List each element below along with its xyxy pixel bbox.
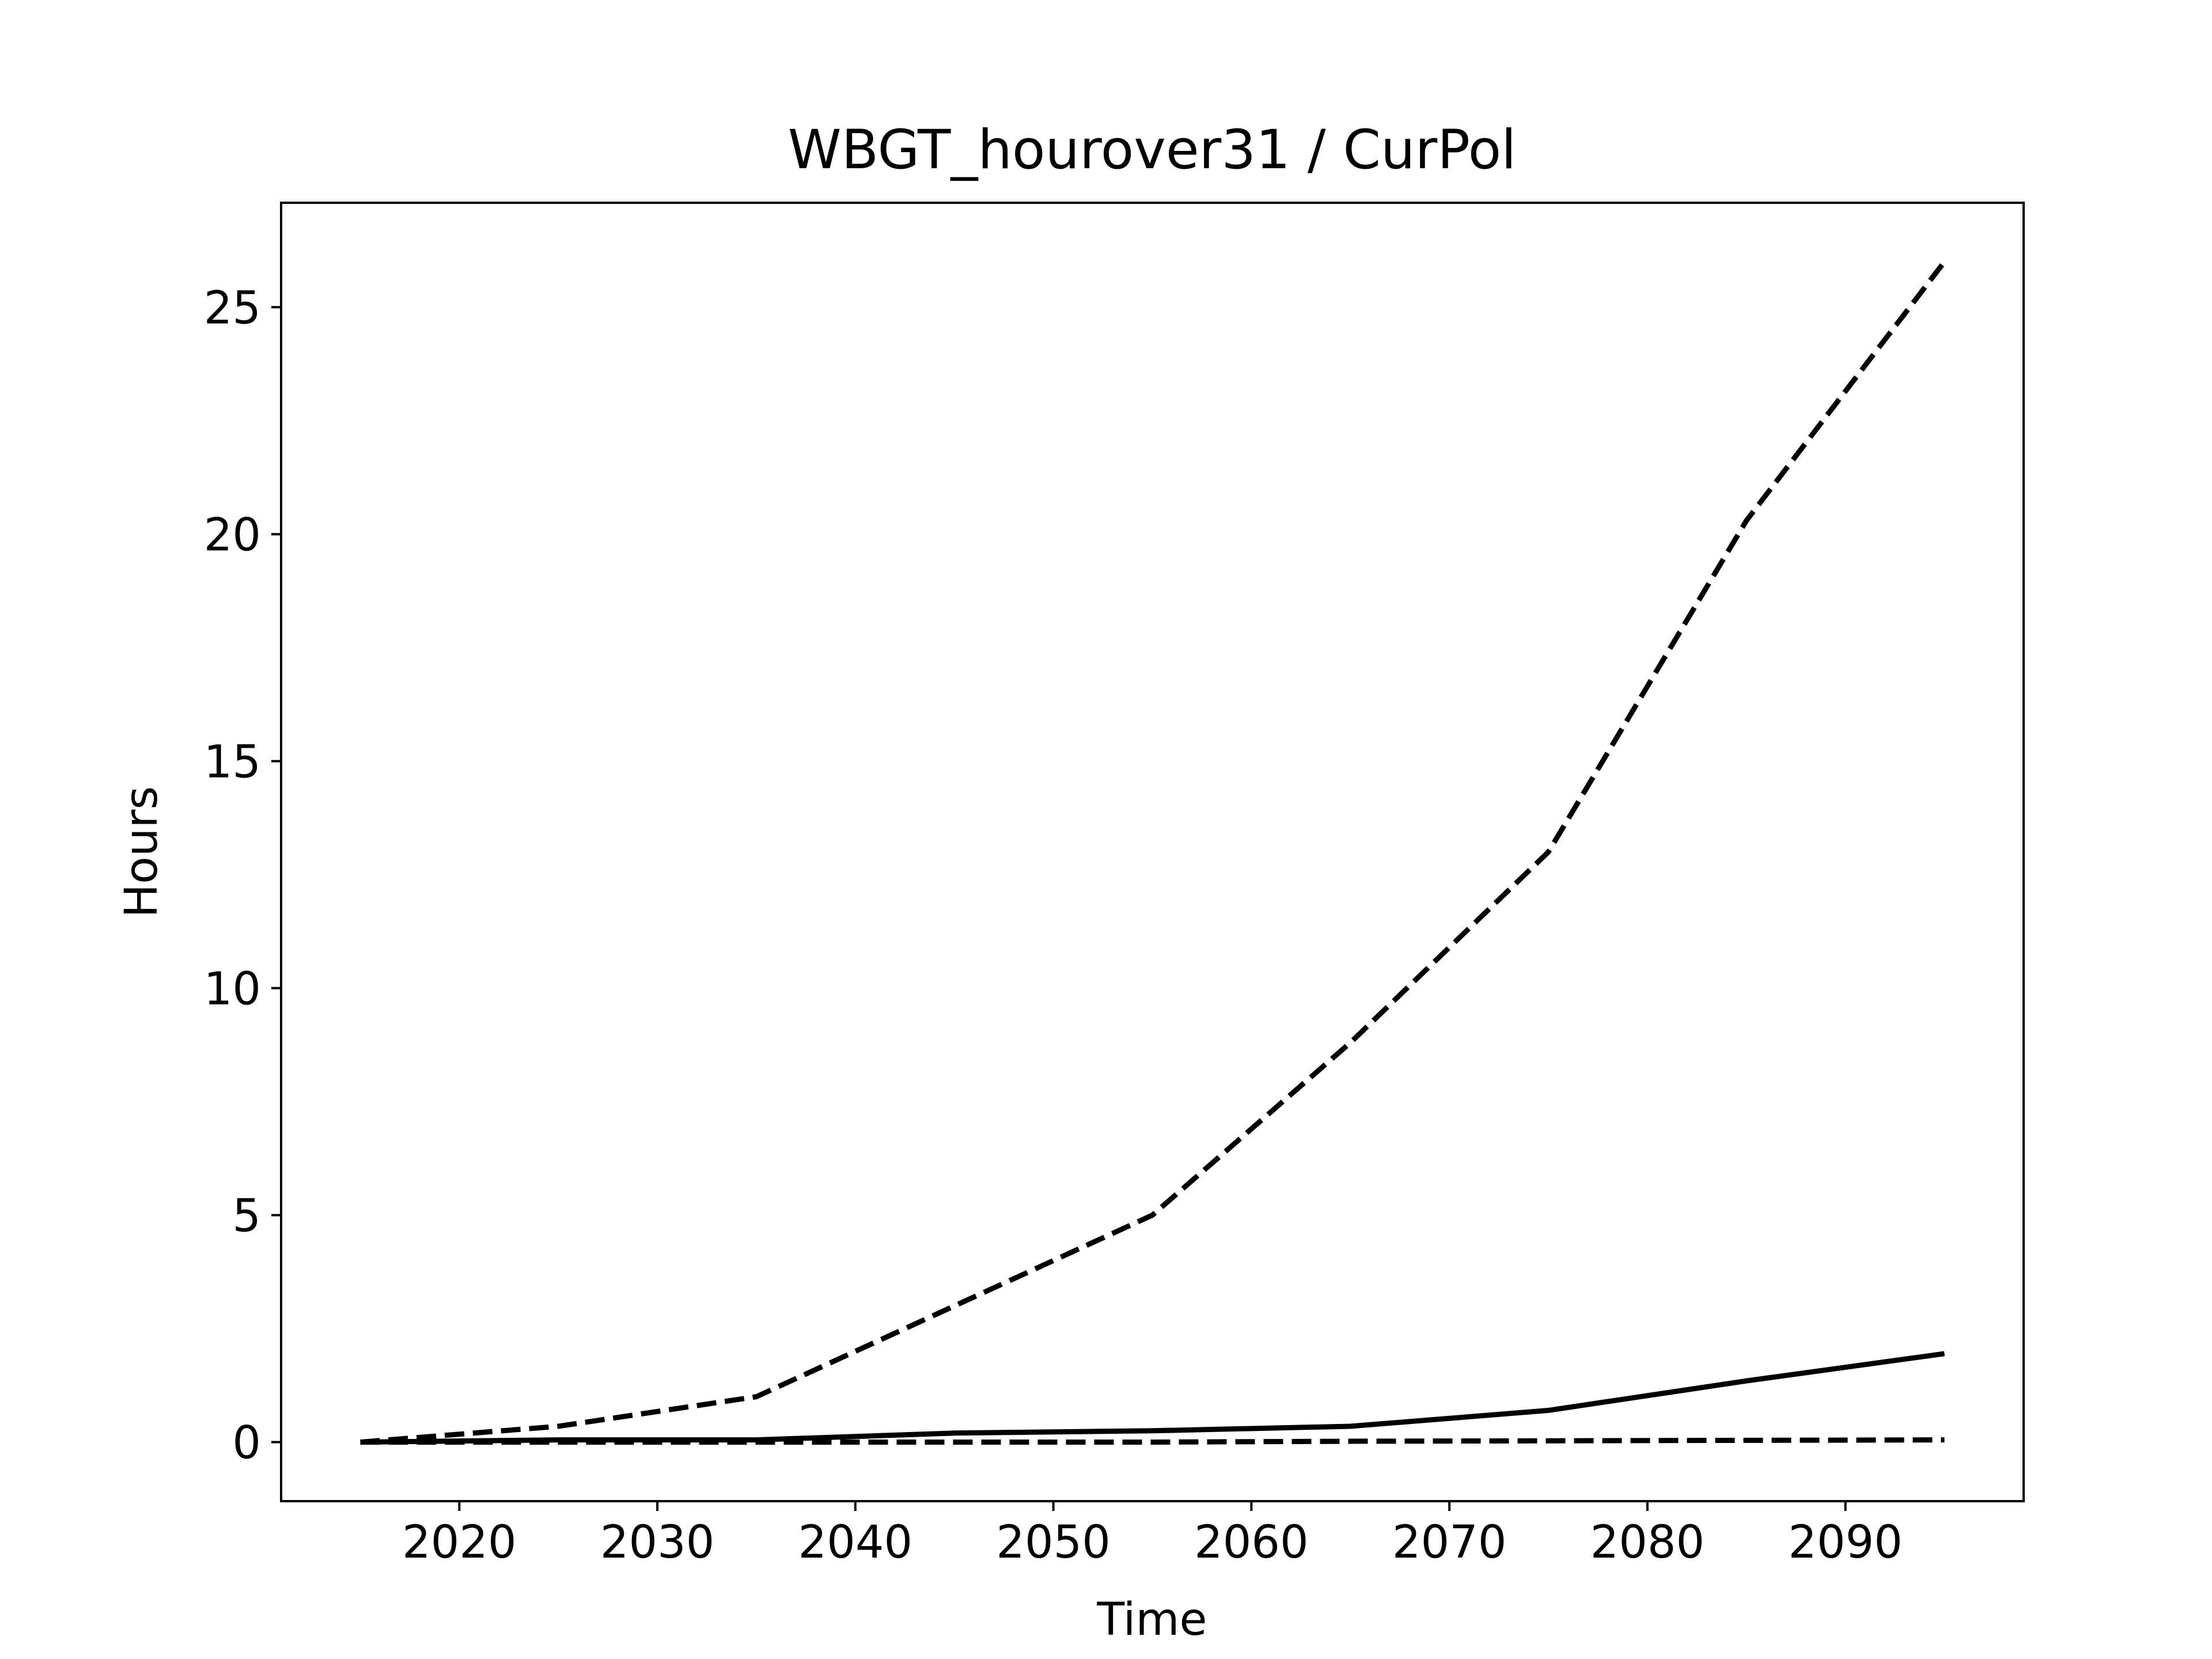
series-line-3 (360, 1437, 1945, 1445)
x-tick-label: 2060 (1194, 1517, 1309, 1569)
series-line-1 (360, 260, 1947, 1445)
series-layer (360, 260, 1947, 1445)
y-tick-label: 0 (232, 1418, 261, 1469)
x-tick-label: 2050 (996, 1517, 1111, 1569)
x-tick-label: 2090 (1788, 1517, 1903, 1569)
y-axis-ticks: 0 5 10 15 20 25 (204, 282, 281, 1469)
x-axis-ticks: 2020 2030 2040 2050 2060 2070 2080 2090 (402, 1501, 1903, 1569)
y-tick-label: 5 (232, 1190, 261, 1242)
x-axis-title: Time (1097, 1594, 1207, 1646)
x-tick-label: 2030 (600, 1517, 715, 1569)
x-tick-label: 2080 (1590, 1517, 1705, 1569)
x-tick-label: 2020 (402, 1517, 517, 1569)
y-tick-label: 15 (204, 736, 261, 788)
y-tick-label: 10 (204, 963, 261, 1015)
x-tick-label: 2070 (1392, 1517, 1507, 1569)
y-tick-label: 20 (204, 509, 261, 561)
plot-frame (280, 202, 2025, 1502)
y-tick-label: 25 (204, 282, 261, 334)
y-axis-title: Hours (116, 786, 168, 918)
chart-title: WBGT_hourover31 / CurPol (788, 119, 1516, 181)
x-tick-label: 2040 (798, 1517, 913, 1569)
